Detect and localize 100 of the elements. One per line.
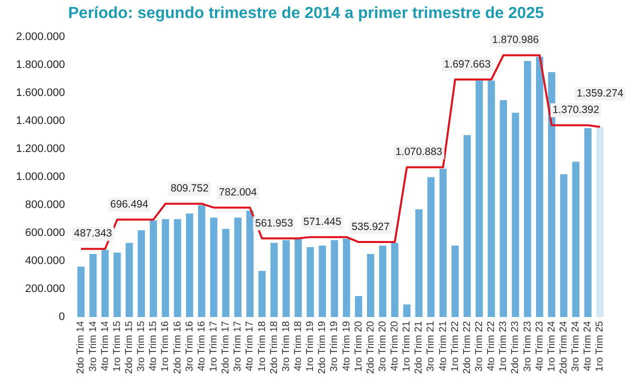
y-tick-label: 600.000 [25,227,65,240]
x-tick-label: 4to Trim 16 [196,320,208,372]
x-tick-label: 4to Trim 21 [438,320,449,372]
x-tick-label: 3ro Trim 24 [570,320,582,372]
x-tick-label: 3ro Trim 20 [377,320,388,372]
bar [246,210,254,318]
y-tick-label: 200.000 [25,283,65,296]
x-tick-label: 2do Trim 20 [365,320,376,374]
y-tick-label: 1.000.000 [16,171,65,184]
bar [379,246,386,318]
annotation: 1.697.663 [444,58,491,70]
bar [367,254,374,318]
x-tick-label: 1ro Trim 19 [305,320,316,372]
annotation: 1.070.883 [396,146,442,158]
x-tick-label: 2do Trim 14 [76,320,87,374]
bar [572,162,580,318]
x-tick-label: 4to Trim 17 [244,320,256,372]
bar [234,218,242,318]
bar [500,100,508,318]
bar [415,209,423,318]
bar [524,60,532,318]
bar [294,238,302,318]
bar [476,80,483,318]
x-tick-label: 1ro Trim 20 [353,320,364,372]
x-tick-label: 4to Trim 22 [486,320,498,372]
x-tick-label: 2do Trim 23 [510,320,522,374]
bar [439,168,447,318]
x-tick-label: 1ro Trim 24 [546,320,558,372]
x-tick-label: 3ro Trim 14 [88,320,99,372]
x-tick-label: 4to Trim 19 [341,320,352,372]
x-tick-label: 2do Trim 16 [172,320,184,374]
x-tick-label: 3ro Trim 17 [232,320,244,372]
x-tick-label: 1ro Trim 15 [112,320,123,372]
bar [174,219,182,318]
x-tick-label: 4to Trim 15 [148,320,160,372]
bar [403,304,410,318]
bar [560,174,568,318]
x-tick-label: 1ro Trim 22 [450,320,461,372]
annotation: 487.343 [74,228,112,240]
y-tick-label: 0 [58,311,65,324]
x-tick-label: 2do Trim 19 [317,320,328,374]
bar [77,266,85,318]
chart-title: Período: segundo trimestre de 2014 a primer trimestre de 2025 [68,5,544,22]
x-tick-label: 2do Trim 21 [414,320,425,374]
bar [452,246,459,318]
bar [427,177,435,318]
bar [318,246,326,318]
y-tick-label: 1.600.000 [16,87,65,100]
x-tick-label: 1ro Trim 21 [402,320,413,372]
annotation: 535.927 [352,220,390,233]
x-tick-label: 3ro Trim 15 [136,320,148,372]
bar [162,219,170,318]
x-tick-label: 4to Trim 14 [100,320,111,372]
x-tick-label: 4to Trim 18 [292,320,304,372]
x-tick-label: 3ro Trim 23 [522,320,534,372]
bar [330,240,338,318]
y-tick-label: 800.000 [25,199,65,212]
x-tick-label: 3ro Trim 18 [280,320,292,372]
bar [270,242,278,318]
x-tick-label: 3ro Trim 19 [329,320,340,372]
bar [138,230,145,318]
bar [114,252,121,318]
x-tick-label: 4to Trim 23 [534,320,546,372]
bar [89,254,97,318]
bar [306,247,314,318]
bar [596,126,604,318]
bar [536,56,544,318]
bar [258,270,266,318]
bar [584,128,592,318]
x-tick-label: 1ro Trim 25 [594,320,606,372]
annotation: 1.870.986 [492,34,539,46]
bar [354,296,362,318]
annotation: 561.953 [255,217,294,230]
annotation: 1.370.392 [552,104,600,116]
x-tick-label: 2do Trim 15 [124,320,135,374]
x-tick-label: 3ro Trim 22 [474,320,486,372]
bar [150,220,158,318]
bar [488,80,495,318]
bar [222,228,230,318]
bar [282,240,290,318]
x-tick-label: 1ro Trim 23 [498,320,510,372]
bar [210,218,218,318]
bar [342,238,350,318]
x-tick-label: 2do Trim 24 [558,320,570,374]
bar [464,135,471,318]
x-tick-label: 3ro Trim 21 [426,320,437,372]
y-tick-label: 1.800.000 [16,59,65,72]
bar [391,242,398,318]
bar [101,250,109,318]
x-tick-label: 2do Trim 17 [220,320,232,374]
y-tick-label: 1.200.000 [16,143,65,156]
y-tick-label: 400.000 [25,255,65,268]
annotation: 782.004 [218,186,258,198]
x-tick-label: 2do Trim 18 [268,320,280,374]
annotation: 696.494 [110,198,148,210]
bar [198,205,206,318]
y-tick-label: 2.000.000 [16,31,65,44]
bar [512,112,520,318]
annotation: 809.752 [170,182,209,195]
bar [126,242,133,318]
